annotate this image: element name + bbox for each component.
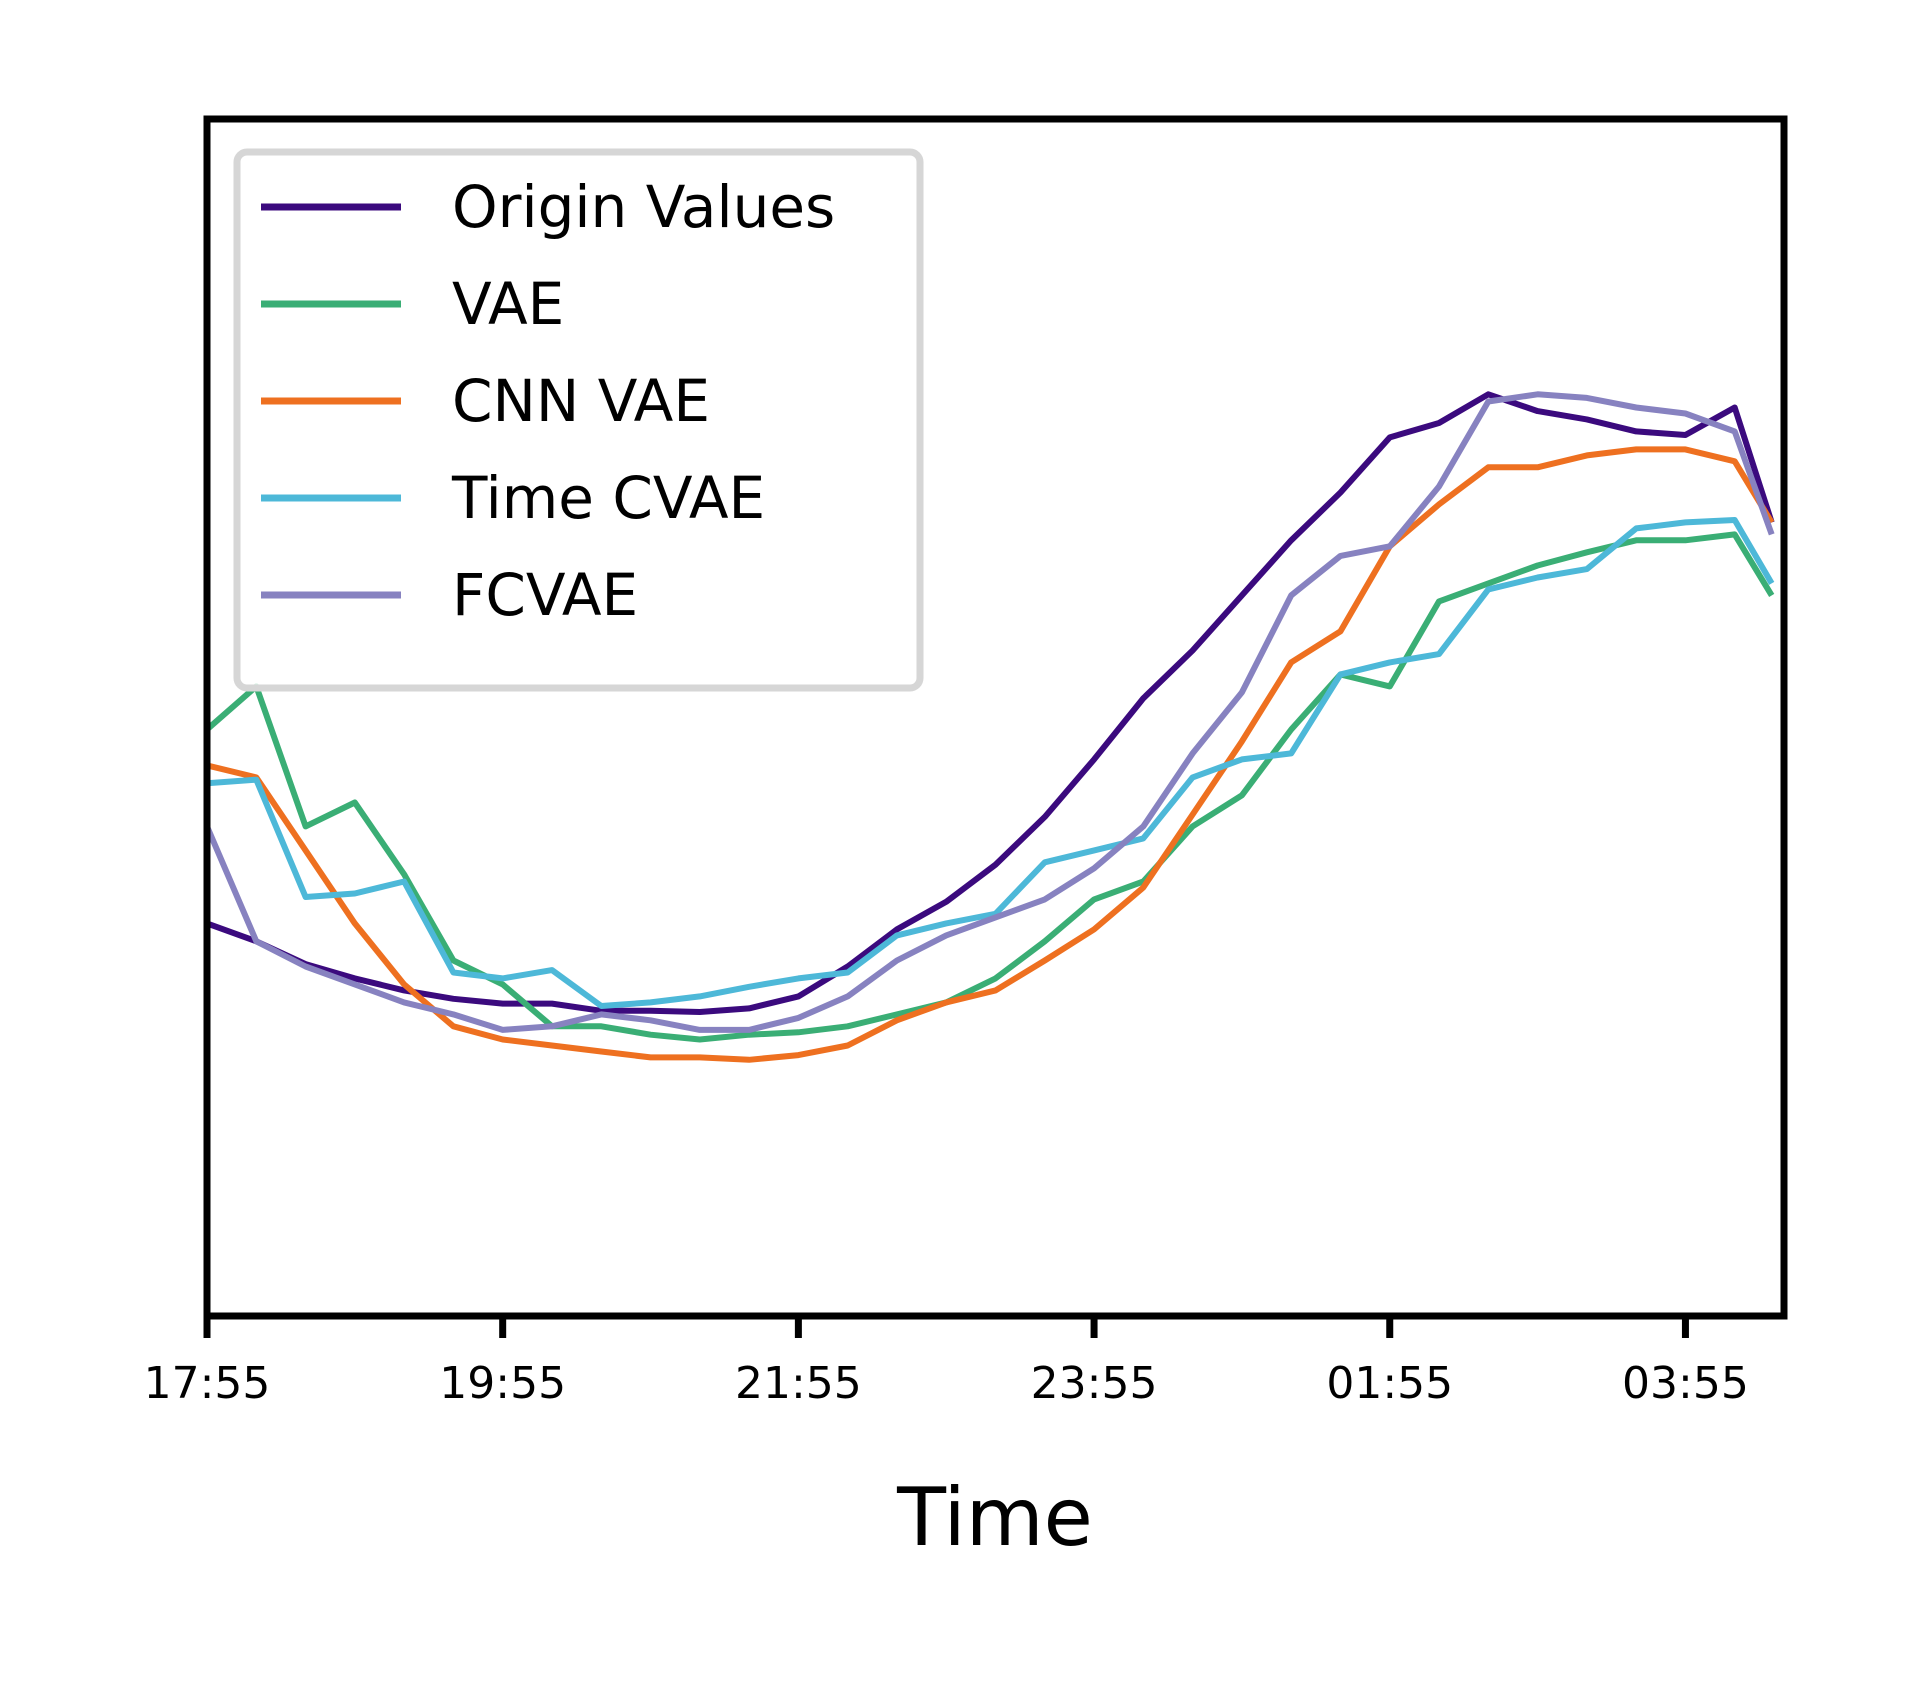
plot-frame (203, 115, 1788, 1320)
legend-label: Time CVAE (451, 464, 765, 532)
legend-label: CNN VAE (452, 367, 710, 435)
series-line (207, 391, 1775, 1033)
series-line (207, 446, 1775, 1063)
x-tick-label: 01:55 (1326, 1358, 1453, 1409)
series-line (207, 517, 1775, 1009)
x-tick-label: 03:55 (1622, 1358, 1749, 1409)
series-line (207, 391, 1775, 1015)
legend-label: VAE (452, 270, 564, 338)
series-line (207, 531, 1775, 1043)
x-tick-label: 23:55 (1031, 1358, 1158, 1409)
legend-label: Origin Values (452, 173, 835, 241)
x-tick-label: 17:55 (144, 1358, 271, 1409)
legend-label: FCVAE (452, 561, 638, 629)
x-axis-label: Time (896, 1471, 1093, 1564)
x-tick-label: 21:55 (735, 1358, 862, 1409)
legend-box (233, 148, 924, 692)
x-tick-label: 19:55 (439, 1358, 566, 1409)
